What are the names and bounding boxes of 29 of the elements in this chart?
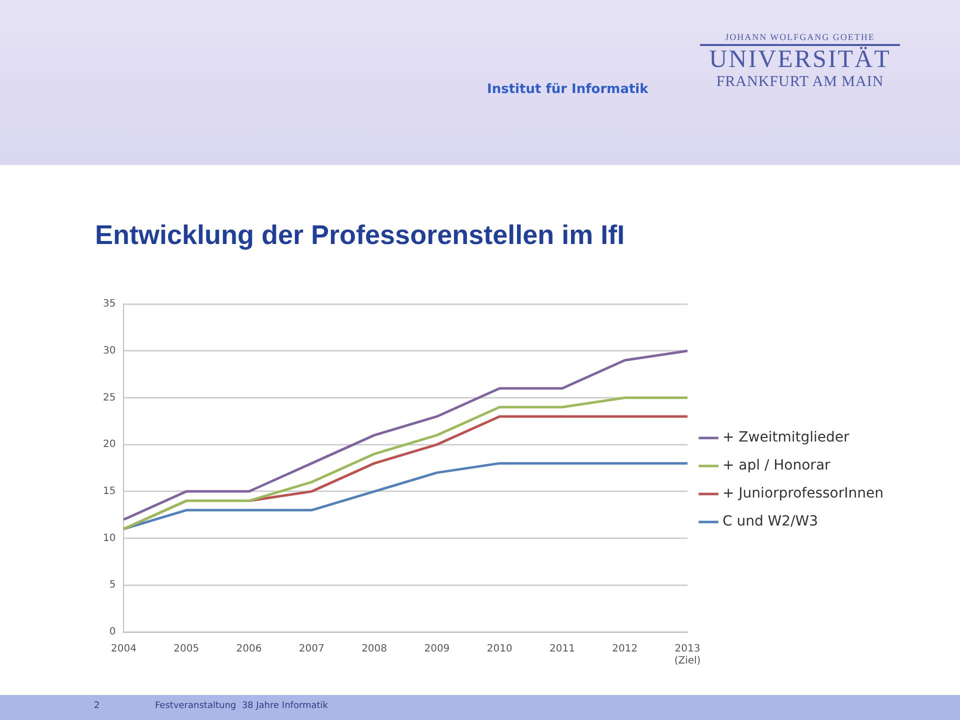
y-tick-label: 35	[102, 298, 116, 310]
x-tick-label: 2007	[298, 644, 324, 655]
text: FRANKFURT AM MAIN	[715, 74, 885, 91]
y-tick-label: 5	[109, 580, 116, 591]
x-tick-label: 2011	[549, 644, 575, 655]
y-tick-label: 25	[102, 392, 116, 404]
text: JOHANN WOLFGANG GOETHE	[700, 32, 900, 46]
x-tick-label: 2008	[362, 644, 388, 655]
chart-title: Entwicklung der Professorenstellen im IfI	[95, 220, 625, 251]
text: 2	[94, 701, 100, 711]
x-tick-label: 2010	[486, 644, 512, 655]
text: UNIVERSITÄT	[708, 46, 892, 74]
x-tick-label: 2004	[111, 644, 136, 655]
text: Festveranstaltung 38 Jahre Informatik	[155, 701, 328, 711]
x-tick-label: 2012	[612, 644, 638, 655]
legend-label: + JuniorprofessorInnen	[722, 486, 884, 502]
x-tick-label: 2005	[174, 644, 200, 655]
y-tick-label: 0	[109, 626, 116, 638]
x-tick-label: 2006	[236, 644, 262, 655]
x-tick-label: 2009	[424, 644, 450, 655]
y-tick-label: 20	[102, 439, 116, 450]
text: Institut für Informatik	[487, 82, 648, 97]
legend-label: + Zweitmitglieder	[722, 430, 850, 446]
legend-label: C und W2/W3	[722, 514, 818, 530]
y-tick-label: 10	[102, 532, 116, 544]
y-tick-label: 15	[102, 486, 116, 498]
y-tick-label: 30	[102, 345, 116, 356]
x-tick-label: 2013 (Ziel)	[674, 644, 701, 667]
legend-label: + apl / Honorar	[722, 458, 831, 474]
